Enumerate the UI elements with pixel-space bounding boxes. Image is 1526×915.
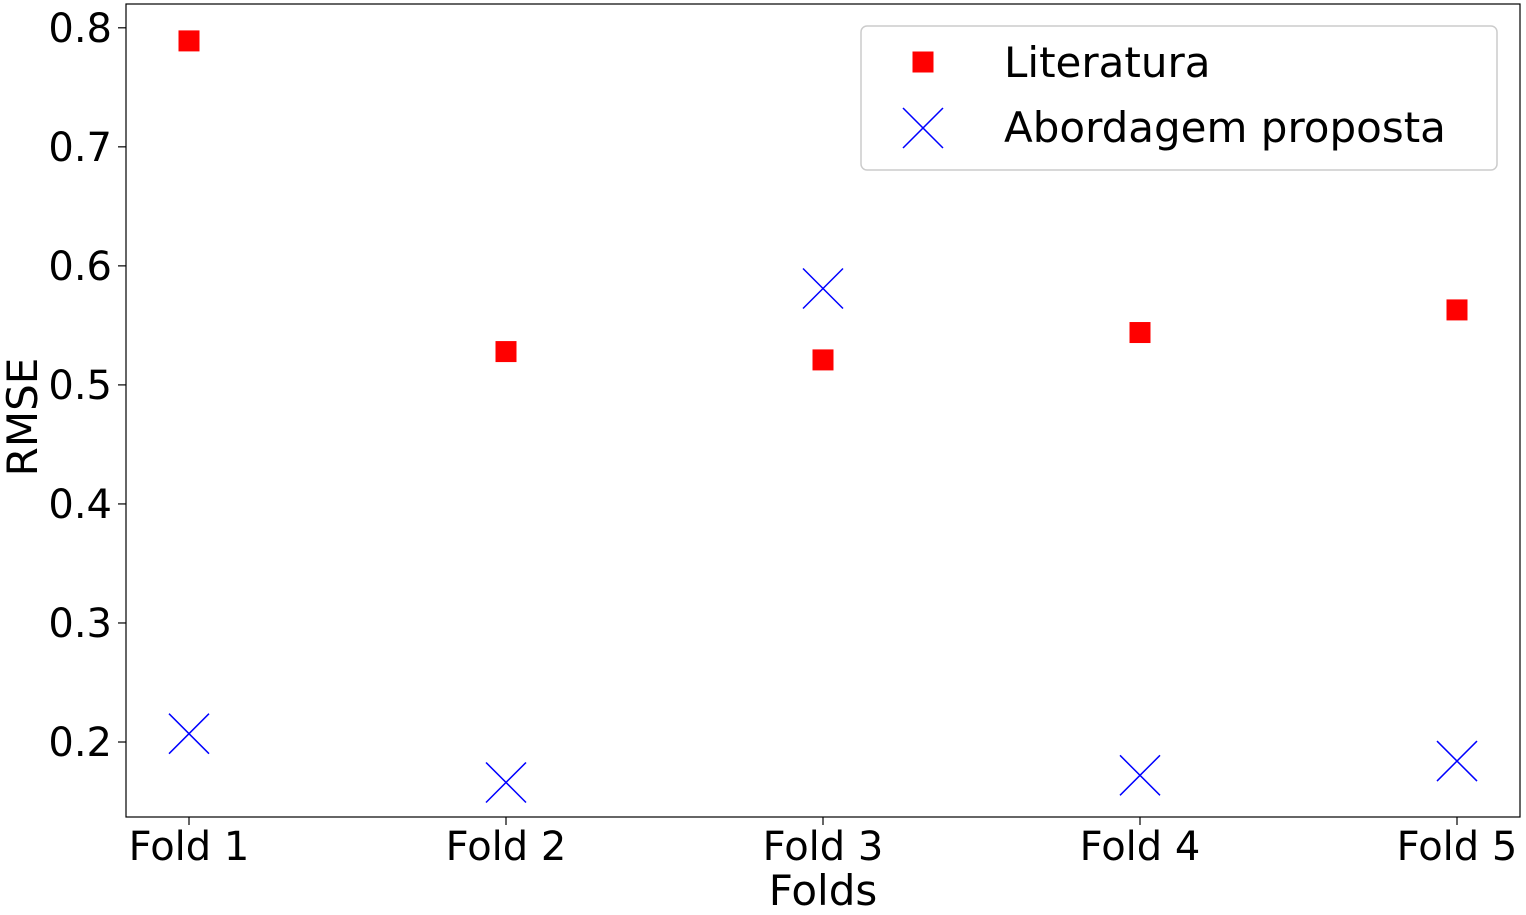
legend-marker-literatura [912, 51, 934, 73]
x-tick-label: Fold 5 [1397, 824, 1518, 870]
y-tick-label: 0.8 [48, 6, 112, 52]
abordagem-point [1119, 754, 1161, 796]
y-tick-label: 0.7 [48, 125, 112, 171]
y-tick-label: 0.3 [48, 601, 112, 647]
literatura-point [495, 341, 517, 363]
legend-label-abordagem-proposta: Abordagem proposta [1004, 103, 1446, 152]
abordagem-point [1436, 740, 1478, 782]
x-axis: Fold 1 Fold 2 Fold 3 Fold 4 Fold 5 [129, 817, 1518, 870]
literatura-point [812, 349, 834, 371]
legend: Literatura Abordagem proposta [860, 25, 1498, 171]
abordagem-point [485, 761, 527, 804]
x-tick-label: Fold 2 [446, 824, 567, 870]
x-tick-label: Fold 3 [763, 824, 884, 870]
y-axis: 0.2 0.3 0.4 0.5 0.6 0.7 0.8 [48, 6, 126, 766]
legend-label-literatura: Literatura [1004, 38, 1210, 87]
y-tick-label: 0.4 [48, 482, 112, 528]
y-tick-label: 0.2 [48, 720, 112, 766]
legend-frame [860, 25, 1498, 171]
y-axis-label: RMSE [0, 358, 47, 477]
x-tick-label: Fold 1 [129, 824, 250, 870]
literatura-point [178, 30, 200, 52]
x-tick-label: Fold 4 [1080, 824, 1201, 870]
legend-markers [902, 51, 944, 149]
abordagem-point [802, 267, 844, 310]
abordagem-point [168, 713, 210, 755]
x-axis-label: Folds [769, 866, 878, 915]
y-tick-label: 0.6 [48, 244, 112, 290]
y-tick-label: 0.5 [48, 363, 112, 409]
literatura-point [1446, 299, 1468, 321]
data-marks [168, 30, 1478, 804]
legend-marker-abordagem-proposta [902, 107, 944, 149]
literatura-point [1129, 322, 1151, 344]
